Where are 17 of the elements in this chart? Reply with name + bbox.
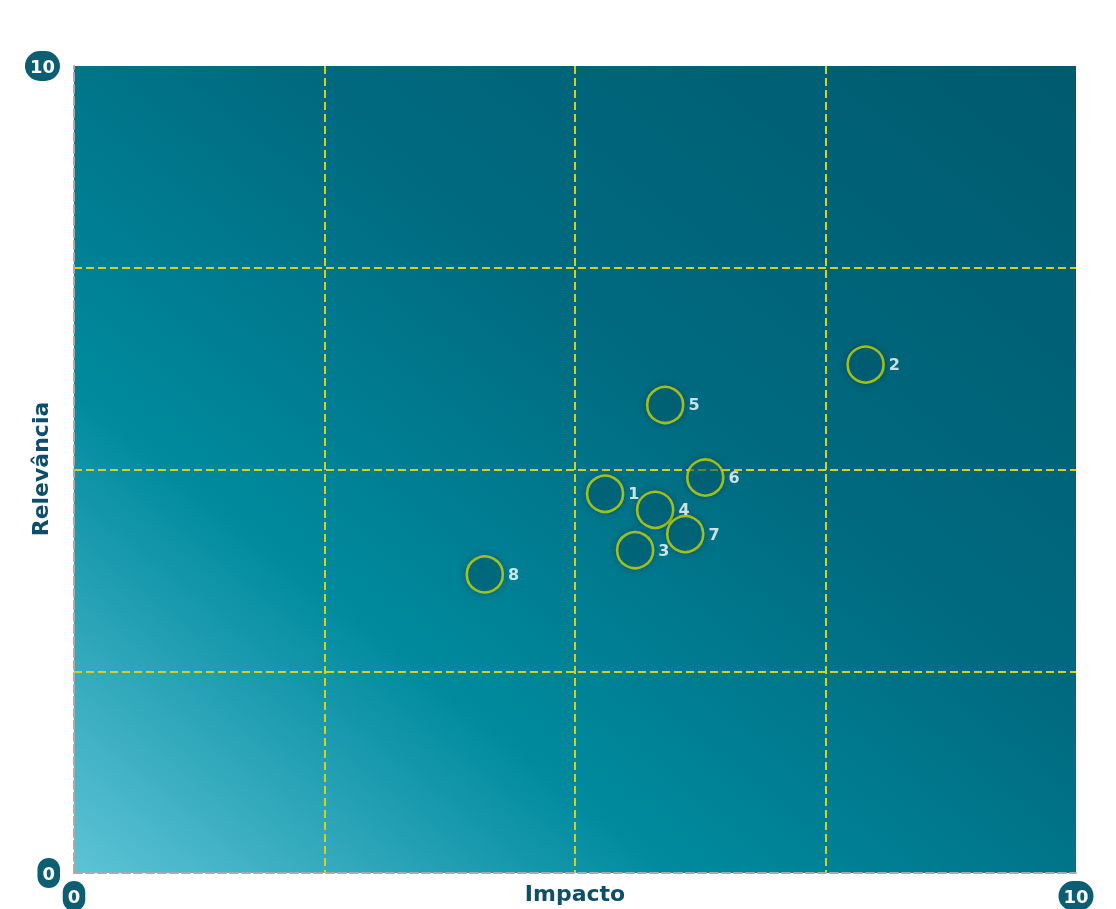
point	[615, 530, 655, 570]
series-label: 7	[708, 524, 720, 544]
series-label: 5	[688, 395, 700, 415]
point	[585, 474, 625, 513]
point	[465, 555, 505, 594]
series-label: 6	[728, 468, 740, 488]
point	[846, 345, 885, 384]
point	[666, 514, 705, 554]
series-label: 3	[658, 540, 670, 560]
point	[686, 458, 725, 497]
series-label: 4	[678, 500, 690, 520]
y-axis-title: Relevância	[27, 401, 53, 537]
series-label: 8	[508, 564, 520, 584]
point	[645, 385, 685, 425]
series-label: 2	[888, 355, 900, 375]
x-axis-title: Impacto	[524, 880, 626, 906]
series-label: 1	[628, 484, 640, 504]
